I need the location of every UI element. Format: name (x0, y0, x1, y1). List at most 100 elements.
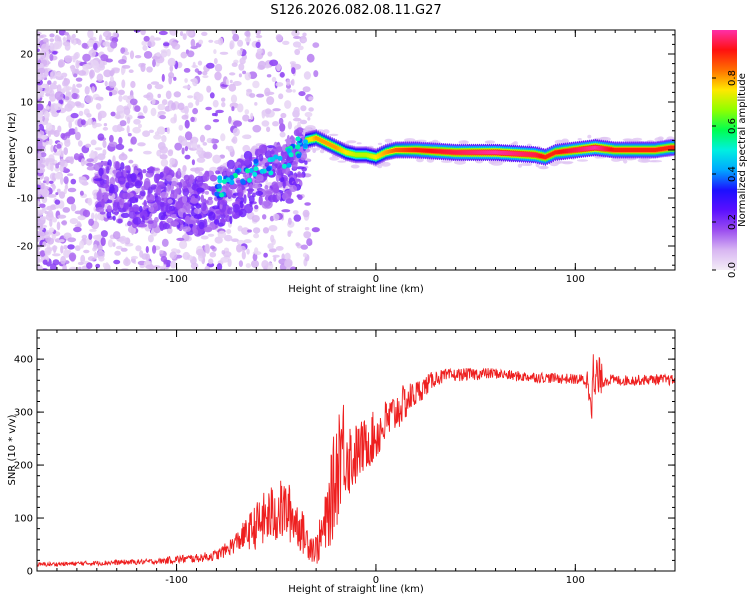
spectrogram-noise-blob (70, 34, 74, 44)
spectrogram-noise-blob (190, 116, 195, 122)
spectrogram-cloud-blob (200, 194, 204, 203)
spectrogram-noise-blob (177, 102, 185, 111)
spectrogram-cloud-blob (200, 202, 207, 212)
spectrogram-noise-blob (157, 111, 166, 115)
spectrogram-noise-blob (212, 154, 222, 164)
spectrogram-bright-blob (214, 191, 220, 197)
spectrogram-noise-blob (37, 160, 40, 168)
spectrogram-noise-blob (61, 72, 68, 78)
spectrogram-noise-blob (121, 65, 131, 69)
spectrogram-halo-blob (441, 160, 453, 163)
spectrogram-noise-blob (49, 33, 55, 38)
spectrogram-noise-blob (311, 227, 320, 233)
spectrogram-cloud-blob (197, 176, 204, 187)
spectrogram-noise-blob (170, 260, 177, 269)
spectrogram-cloud-blob (276, 192, 282, 201)
spectrogram-noise-blob (196, 147, 204, 153)
spectrogram-halo-blob (489, 160, 502, 164)
spectrogram-noise-blob (95, 103, 102, 110)
spectrogram-bright-blob (295, 136, 301, 142)
spectrogram-noise-blob (227, 258, 232, 267)
spectrogram-noise-blob (50, 145, 54, 153)
spectrogram-noise-blob (173, 76, 177, 81)
spectrogram-noise-blob (212, 143, 218, 150)
spectrogram-noise-blob (94, 213, 98, 222)
spectrogram-noise-blob (142, 130, 151, 137)
spectrogram-noise-blob (192, 107, 199, 115)
spectrogram-noise-blob (151, 55, 161, 60)
spectrogram-noise-blob (232, 127, 240, 137)
spectrogram-noise-blob (47, 130, 57, 135)
colorbar-gradient (712, 30, 737, 270)
spectrogram-halo-blob (384, 138, 393, 143)
spectrogram-cloud-blob (142, 169, 147, 174)
spectrogram-noise-blob (45, 230, 52, 237)
spectrogram-cloud-blob (163, 185, 167, 194)
spectrogram-cloud-blob (267, 147, 273, 151)
spectrogram-cloud-blob (182, 187, 190, 197)
spectrogram-noise-blob (232, 136, 238, 144)
spectrogram-noise-blob (210, 245, 215, 250)
spectrogram-noise-blob (64, 139, 71, 148)
spectrogram-noise-blob (62, 207, 71, 213)
spectrogram-noise-blob (91, 86, 96, 94)
spectrogram-cloud-blob (226, 189, 233, 197)
spectrogram-noise-blob (236, 103, 244, 113)
spectrogram-cloud-blob (255, 174, 264, 182)
spectrogram-noise-blob (146, 66, 153, 73)
spectrogram-noise-blob (45, 122, 53, 131)
spectrogram-ytick-label: -10 (17, 194, 33, 205)
spectrogram-noise-blob (213, 49, 217, 55)
spectrogram-noise-blob (67, 173, 74, 177)
spectrogram-noise-blob (231, 62, 238, 67)
spectrogram-noise-blob (293, 106, 300, 115)
spectrogram-noise-blob (161, 73, 165, 82)
spectrogram-noise-blob (37, 86, 43, 93)
spectrogram-noise-blob (90, 139, 97, 146)
spectrogram-noise-blob (86, 262, 93, 269)
spectrogram-noise-blob (168, 75, 173, 85)
spectrogram-noise-blob (282, 40, 290, 46)
spectrogram-cloud-blob (145, 171, 154, 178)
spectrogram-noise-blob (79, 240, 85, 249)
spectrogram-noise-blob (37, 140, 43, 150)
spectrogram-noise-blob (182, 33, 187, 40)
spectrogram-noise-blob (137, 115, 145, 119)
spectrogram-bright-blob (288, 152, 294, 158)
spectrogram-noise-blob (37, 48, 40, 53)
spectrogram-noise-blob (87, 30, 94, 39)
spectrogram-noise-blob (249, 93, 256, 98)
spectrogram-noise-blob (62, 41, 71, 47)
spectrogram-noise-blob (287, 231, 292, 237)
spectrogram-noise-blob (148, 129, 154, 133)
colorbar-label: Normalized spectral amplitude (737, 73, 748, 227)
spectrogram-cloud-blob (103, 193, 109, 202)
spectrogram-noise-blob (118, 153, 128, 161)
spectrogram-cloud-blob (170, 214, 179, 219)
spectrogram-noise-blob (102, 262, 106, 268)
spectrogram-noise-blob (63, 166, 67, 171)
spectrogram-noise-blob (43, 176, 50, 181)
spectrogram-cloud-blob (146, 193, 155, 203)
spectrogram-cloud-blob (184, 215, 191, 224)
spectrogram-noise-blob (56, 72, 62, 77)
spectrogram-noise-blob (130, 136, 137, 145)
spectrogram-noise-blob (115, 245, 123, 250)
spectrogram-noise-blob (217, 230, 226, 239)
spectrogram-noise-blob (202, 251, 206, 259)
spectrogram-noise-blob (182, 165, 187, 173)
spectrogram-noise-blob (45, 105, 50, 110)
spectrogram-noise-blob (241, 227, 250, 235)
spectrogram-noise-blob (121, 79, 126, 89)
spectrogram-noise-blob (204, 124, 212, 131)
spectrogram-noise-blob (229, 79, 233, 84)
spectrogram-cloud-blob (130, 172, 137, 183)
spectrogram-noise-blob (182, 251, 190, 260)
spectrogram-noise-blob (104, 262, 109, 270)
spectrogram-halo-blob (587, 134, 592, 139)
spectrogram-noise-blob (292, 210, 299, 215)
spectrogram-noise-blob (47, 80, 52, 85)
spectrogram-cloud-blob (219, 218, 228, 223)
spectrogram-ylabel: Frequency (Hz) (7, 112, 18, 188)
spectrogram-noise-blob (308, 96, 314, 101)
